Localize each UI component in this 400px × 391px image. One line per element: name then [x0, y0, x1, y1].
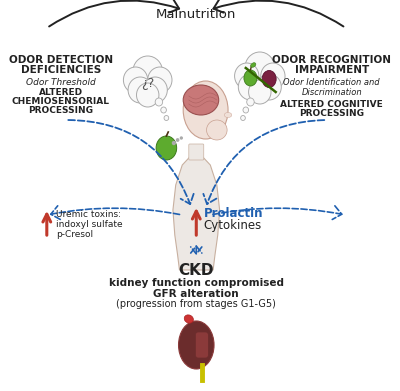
Text: ODOR DETECTION: ODOR DETECTION [9, 55, 113, 65]
Ellipse shape [183, 85, 219, 115]
Text: PROCESSING: PROCESSING [28, 106, 93, 115]
Circle shape [133, 56, 163, 88]
Circle shape [136, 83, 159, 107]
Ellipse shape [184, 315, 193, 323]
FancyArrowPatch shape [51, 206, 180, 219]
Ellipse shape [206, 120, 227, 140]
Text: Odor Threshold: Odor Threshold [26, 78, 96, 87]
Circle shape [164, 115, 169, 120]
Circle shape [241, 115, 245, 120]
Text: GFR alteration: GFR alteration [154, 289, 239, 299]
FancyArrowPatch shape [214, 0, 344, 27]
Circle shape [245, 52, 275, 84]
Text: p-Cresol: p-Cresol [56, 230, 93, 239]
Text: indoxyl sulfate: indoxyl sulfate [56, 220, 123, 229]
Text: CKD: CKD [178, 263, 214, 278]
FancyArrowPatch shape [49, 0, 179, 27]
Text: ODOR RECOGNITION: ODOR RECOGNITION [272, 55, 391, 65]
Ellipse shape [244, 70, 257, 86]
Circle shape [176, 139, 179, 141]
FancyArrowPatch shape [213, 206, 342, 219]
FancyArrowPatch shape [191, 246, 202, 254]
Text: (progression from stages G1-G5): (progression from stages G1-G5) [116, 299, 276, 309]
FancyArrowPatch shape [203, 120, 324, 204]
Circle shape [248, 80, 271, 104]
Ellipse shape [224, 113, 232, 118]
Circle shape [180, 137, 182, 139]
PathPatch shape [173, 155, 220, 270]
Circle shape [172, 142, 175, 145]
Text: CHEMIOSENSORIAL: CHEMIOSENSORIAL [12, 97, 110, 106]
Circle shape [234, 63, 259, 89]
Circle shape [161, 107, 166, 113]
FancyArrowPatch shape [68, 120, 194, 204]
Ellipse shape [251, 63, 256, 67]
Circle shape [155, 98, 163, 106]
Text: Cytokines: Cytokines [204, 219, 262, 232]
Circle shape [261, 63, 285, 89]
Text: Odor Identification and: Odor Identification and [284, 78, 380, 87]
Ellipse shape [178, 321, 214, 369]
Circle shape [148, 67, 172, 93]
Ellipse shape [262, 70, 276, 88]
Ellipse shape [156, 136, 177, 160]
Text: ALTERED COGNITIVE: ALTERED COGNITIVE [280, 100, 383, 109]
Text: DEFICIENCIES: DEFICIENCIES [21, 65, 101, 75]
FancyBboxPatch shape [189, 144, 204, 160]
Circle shape [247, 98, 254, 106]
Text: kidney function compromised: kidney function compromised [109, 278, 284, 288]
Circle shape [124, 67, 148, 93]
Ellipse shape [183, 81, 228, 139]
Text: IMPAIRMENT: IMPAIRMENT [295, 65, 369, 75]
Text: ¿?: ¿? [141, 77, 154, 90]
Text: ALTERED: ALTERED [39, 88, 83, 97]
Circle shape [243, 107, 248, 113]
Text: Uremic toxins:: Uremic toxins: [56, 210, 121, 219]
Circle shape [238, 74, 263, 100]
Text: Discrimination: Discrimination [302, 88, 362, 97]
Circle shape [128, 77, 152, 103]
Text: Malnutrition: Malnutrition [156, 8, 236, 21]
Circle shape [143, 77, 167, 103]
Text: PROCESSING: PROCESSING [299, 109, 364, 118]
FancyBboxPatch shape [195, 332, 208, 358]
Circle shape [257, 74, 281, 100]
Text: Prolactin: Prolactin [204, 207, 263, 220]
